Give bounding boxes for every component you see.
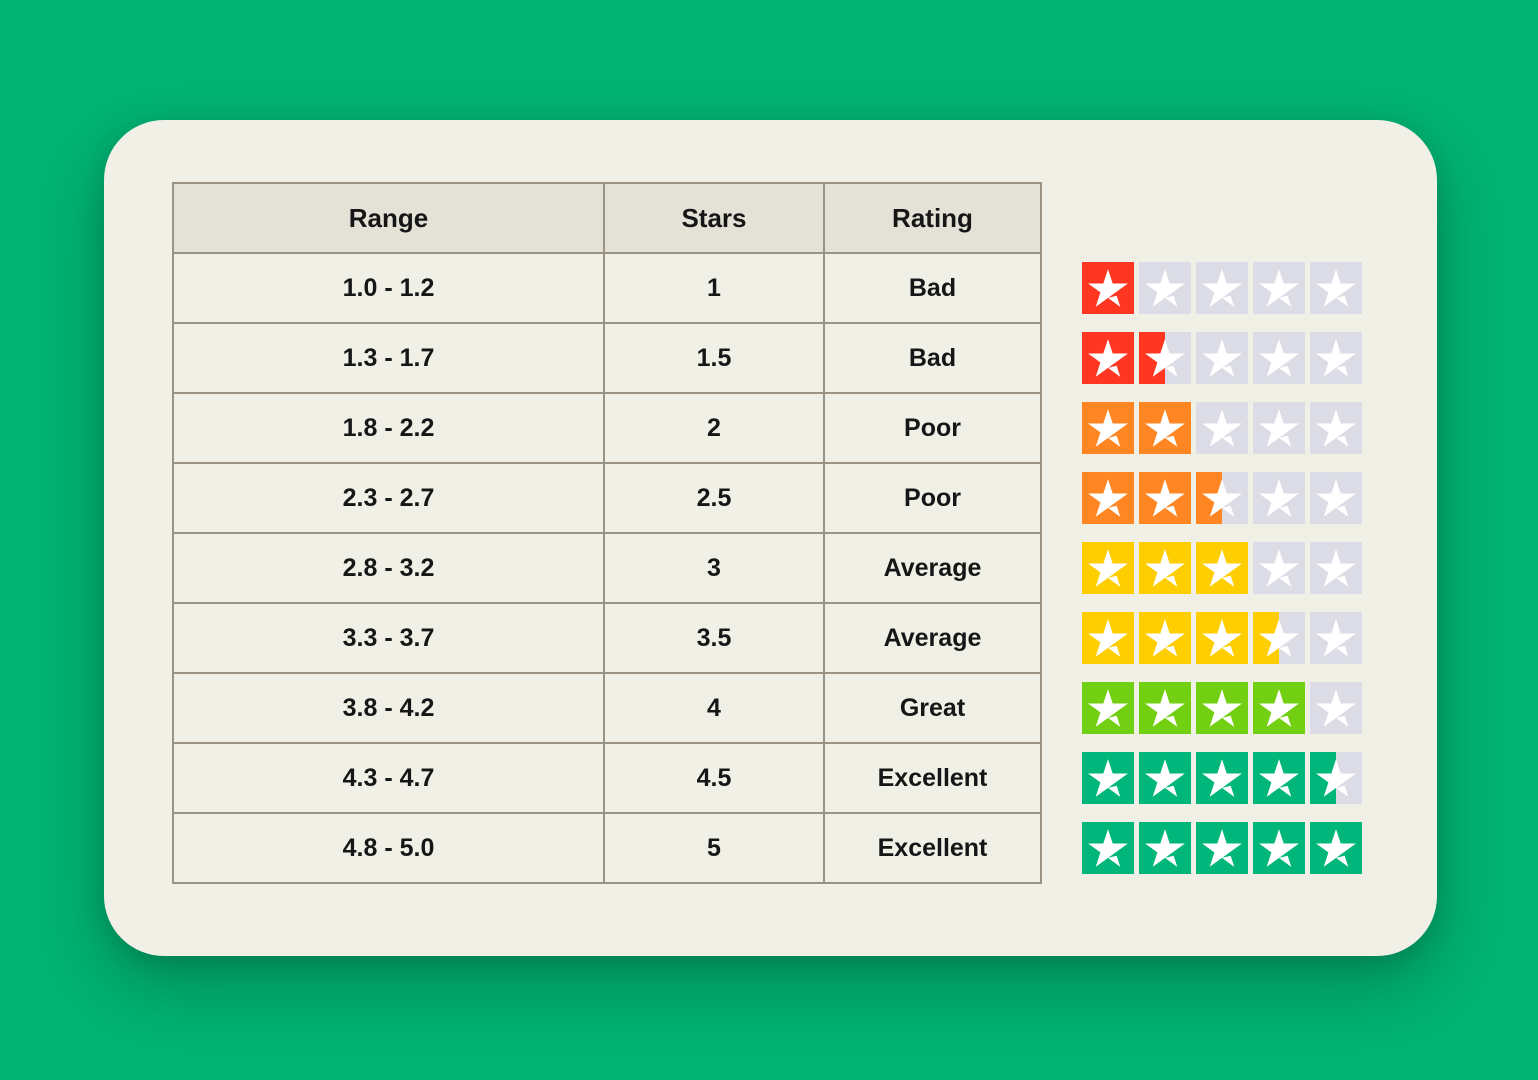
star-empty-icon [1310, 682, 1362, 734]
range-cell: 4.8 - 5.0 [172, 812, 605, 884]
table-header-row: Range Stars Rating [172, 182, 1042, 254]
star-rating-row [1082, 393, 1362, 463]
rating-cell: Poor [823, 392, 1042, 464]
stars-cell: 5 [603, 812, 825, 884]
star-empty-icon [1310, 332, 1362, 384]
star-full-icon [1196, 682, 1248, 734]
star-full-icon [1139, 752, 1191, 804]
col-header-rating: Rating [823, 182, 1042, 254]
star-rating-row [1082, 463, 1362, 533]
star-full-icon [1082, 752, 1134, 804]
table-row: 1.8 - 2.2 2 Poor [172, 392, 1042, 464]
star-full-icon [1196, 542, 1248, 594]
table-body: 1.0 - 1.2 1 Bad 1.3 - 1.7 1.5 Bad 1.8 - 2.2 2 Po… [172, 252, 1042, 884]
star-full-icon [1139, 612, 1191, 664]
star-rows-panel [1082, 253, 1362, 883]
star-full-icon [1082, 542, 1134, 594]
stars-cell: 3.5 [603, 602, 825, 674]
star-empty-icon [1310, 472, 1362, 524]
star-full-icon [1253, 682, 1305, 734]
rating-cell: Average [823, 532, 1042, 604]
table-row: 3.3 - 3.7 3.5 Average [172, 602, 1042, 674]
stars-cell: 3 [603, 532, 825, 604]
star-rating-row [1082, 743, 1362, 813]
star-full-icon [1139, 402, 1191, 454]
star-full-icon [1139, 542, 1191, 594]
range-cell: 3.3 - 3.7 [172, 602, 605, 674]
star-full-icon [1253, 752, 1305, 804]
range-cell: 1.3 - 1.7 [172, 322, 605, 394]
star-full-icon [1139, 822, 1191, 874]
rating-cell: Excellent [823, 742, 1042, 814]
star-half-icon [1196, 472, 1248, 524]
star-empty-icon [1196, 402, 1248, 454]
star-full-icon [1253, 822, 1305, 874]
rating-cell: Great [823, 672, 1042, 744]
star-empty-icon [1196, 332, 1248, 384]
table-row: 4.8 - 5.0 5 Excellent [172, 812, 1042, 884]
stars-cell: 2.5 [603, 462, 825, 534]
range-cell: 2.8 - 3.2 [172, 532, 605, 604]
table-row: 2.3 - 2.7 2.5 Poor [172, 462, 1042, 534]
table-row: 4.3 - 4.7 4.5 Excellent [172, 742, 1042, 814]
star-full-icon [1196, 612, 1248, 664]
rating-cell: Average [823, 602, 1042, 674]
range-cell: 2.3 - 2.7 [172, 462, 605, 534]
stars-cell: 1 [603, 252, 825, 324]
star-full-icon [1310, 822, 1362, 874]
range-cell: 3.8 - 4.2 [172, 672, 605, 744]
star-full-icon [1082, 822, 1134, 874]
stars-cell: 4.5 [603, 742, 825, 814]
range-cell: 1.8 - 2.2 [172, 392, 605, 464]
table-row: 1.3 - 1.7 1.5 Bad [172, 322, 1042, 394]
rating-cell: Bad [823, 252, 1042, 324]
star-empty-icon [1139, 262, 1191, 314]
table-row: 1.0 - 1.2 1 Bad [172, 252, 1042, 324]
star-full-icon [1139, 682, 1191, 734]
col-header-range: Range [172, 182, 605, 254]
star-full-icon [1082, 402, 1134, 454]
stars-cell: 1.5 [603, 322, 825, 394]
star-full-icon [1082, 332, 1134, 384]
stars-cell: 2 [603, 392, 825, 464]
rating-cell: Excellent [823, 812, 1042, 884]
stars-cell: 4 [603, 672, 825, 744]
table-row: 3.8 - 4.2 4 Great [172, 672, 1042, 744]
rating-scale-card: Range Stars Rating 1.0 - 1.2 1 Bad 1.3 - 1.… [104, 120, 1437, 956]
star-empty-icon [1253, 402, 1305, 454]
star-empty-icon [1310, 262, 1362, 314]
star-empty-icon [1253, 542, 1305, 594]
rating-table: Range Stars Rating 1.0 - 1.2 1 Bad 1.3 - 1.… [172, 182, 1042, 884]
star-rating-row [1082, 673, 1362, 743]
star-empty-icon [1253, 472, 1305, 524]
star-full-icon [1082, 682, 1134, 734]
star-half-icon [1310, 752, 1362, 804]
star-half-icon [1253, 612, 1305, 664]
range-cell: 1.0 - 1.2 [172, 252, 605, 324]
star-empty-icon [1196, 262, 1248, 314]
star-full-icon [1196, 822, 1248, 874]
star-full-icon [1196, 752, 1248, 804]
star-rating-row [1082, 603, 1362, 673]
star-empty-icon [1310, 612, 1362, 664]
star-empty-icon [1253, 262, 1305, 314]
star-full-icon [1082, 472, 1134, 524]
star-full-icon [1082, 262, 1134, 314]
star-empty-icon [1310, 542, 1362, 594]
star-rating-row [1082, 323, 1362, 393]
star-full-icon [1139, 472, 1191, 524]
rating-cell: Poor [823, 462, 1042, 534]
star-full-icon [1082, 612, 1134, 664]
range-cell: 4.3 - 4.7 [172, 742, 605, 814]
star-rating-row [1082, 253, 1362, 323]
table-row: 2.8 - 3.2 3 Average [172, 532, 1042, 604]
rating-cell: Bad [823, 322, 1042, 394]
star-half-icon [1139, 332, 1191, 384]
star-empty-icon [1253, 332, 1305, 384]
star-rating-row [1082, 813, 1362, 883]
star-rating-row [1082, 533, 1362, 603]
star-empty-icon [1310, 402, 1362, 454]
col-header-stars: Stars [603, 182, 825, 254]
